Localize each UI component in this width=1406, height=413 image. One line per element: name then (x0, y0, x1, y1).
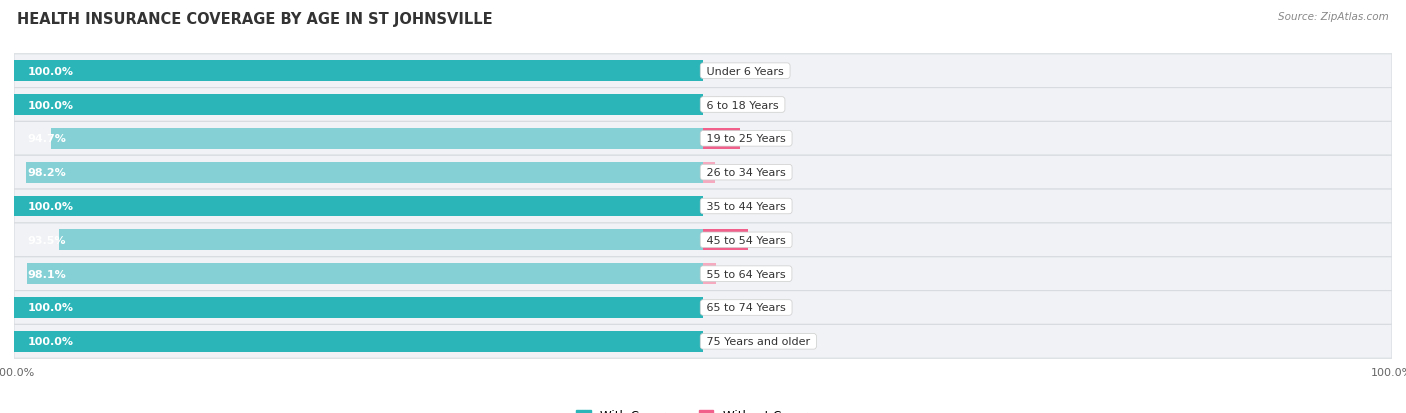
Text: 5.3%: 5.3% (754, 134, 782, 144)
Text: 75 Years and older: 75 Years and older (703, 337, 814, 347)
Text: 0.0%: 0.0% (717, 337, 745, 347)
Text: 94.7%: 94.7% (28, 134, 66, 144)
Bar (703, 263, 716, 285)
Legend: With Coverage, Without Coverage: With Coverage, Without Coverage (572, 404, 834, 413)
Text: HEALTH INSURANCE COVERAGE BY AGE IN ST JOHNSVILLE: HEALTH INSURANCE COVERAGE BY AGE IN ST J… (17, 12, 492, 27)
FancyBboxPatch shape (14, 223, 1392, 257)
Text: 1.8%: 1.8% (730, 168, 758, 178)
Text: 100.0%: 100.0% (28, 337, 75, 347)
Text: 100.0%: 100.0% (28, 66, 75, 76)
Bar (703, 128, 740, 150)
Bar (27, 263, 703, 285)
Text: 98.2%: 98.2% (28, 168, 66, 178)
FancyBboxPatch shape (14, 156, 1392, 190)
Text: Under 6 Years: Under 6 Years (703, 66, 787, 76)
Text: 100.0%: 100.0% (28, 100, 75, 110)
Bar (51, 128, 703, 150)
Bar (14, 61, 703, 82)
Text: 0.0%: 0.0% (717, 202, 745, 211)
FancyBboxPatch shape (14, 55, 1392, 88)
Bar (14, 331, 703, 352)
Text: 98.1%: 98.1% (28, 269, 66, 279)
Bar (703, 162, 716, 183)
Bar (14, 95, 703, 116)
Bar (14, 297, 703, 318)
Text: 100.0%: 100.0% (28, 303, 75, 313)
FancyBboxPatch shape (14, 291, 1392, 325)
Text: 45 to 54 Years: 45 to 54 Years (703, 235, 789, 245)
Text: 100.0%: 100.0% (28, 202, 75, 211)
Text: 65 to 74 Years: 65 to 74 Years (703, 303, 789, 313)
Text: 26 to 34 Years: 26 to 34 Years (703, 168, 789, 178)
Bar (27, 162, 703, 183)
Text: 6 to 18 Years: 6 to 18 Years (703, 100, 782, 110)
Bar (703, 230, 748, 251)
Text: Source: ZipAtlas.com: Source: ZipAtlas.com (1278, 12, 1389, 22)
FancyBboxPatch shape (14, 88, 1392, 122)
Bar (59, 230, 703, 251)
Text: 0.0%: 0.0% (717, 66, 745, 76)
Text: 1.9%: 1.9% (730, 269, 758, 279)
Bar (14, 196, 703, 217)
FancyBboxPatch shape (14, 190, 1392, 223)
Text: 93.5%: 93.5% (28, 235, 66, 245)
Text: 6.6%: 6.6% (762, 235, 790, 245)
FancyBboxPatch shape (14, 325, 1392, 358)
Text: 0.0%: 0.0% (717, 303, 745, 313)
Text: 35 to 44 Years: 35 to 44 Years (703, 202, 789, 211)
FancyBboxPatch shape (14, 257, 1392, 291)
FancyBboxPatch shape (14, 122, 1392, 156)
Text: 0.0%: 0.0% (717, 100, 745, 110)
Text: 55 to 64 Years: 55 to 64 Years (703, 269, 789, 279)
Text: 19 to 25 Years: 19 to 25 Years (703, 134, 789, 144)
